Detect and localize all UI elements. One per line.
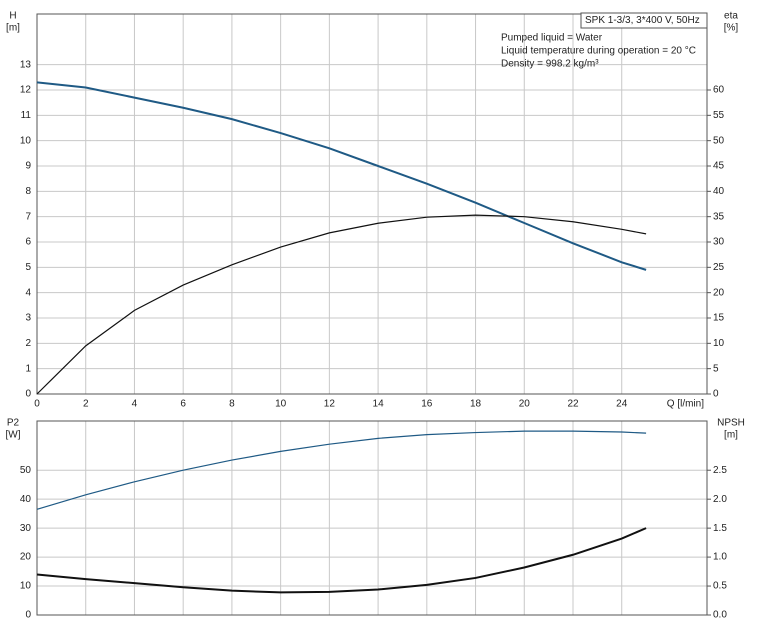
annotation: Liquid temperature during operation = 20…	[501, 46, 696, 57]
y2-axis-unit: [%]	[724, 23, 739, 34]
y-tick-label: 6	[25, 237, 31, 248]
x-tick-label: 0	[34, 399, 40, 410]
curve-h	[36, 81, 647, 271]
annotation: Density = 998.2 kg/m³	[501, 59, 599, 70]
y-axis-label: H	[9, 11, 16, 22]
y-tick-label: 3	[25, 313, 31, 324]
y2-tick-label: 0.0	[713, 610, 727, 621]
y-tick-label: 50	[20, 465, 32, 476]
curve-p2	[36, 430, 647, 510]
y2-tick-label: 50	[713, 135, 725, 146]
y2-tick-label: 40	[713, 186, 725, 197]
y2-tick-label: 1.5	[713, 523, 727, 534]
y-axis-label: P2	[7, 418, 20, 429]
y2-axis-unit: [m]	[724, 430, 738, 441]
y-axis-unit: [W]	[6, 430, 21, 441]
plot-frame	[36, 420, 708, 616]
x-tick-label: 6	[180, 399, 186, 410]
y2-axis-label: eta	[724, 11, 738, 22]
y-tick-label: 10	[20, 581, 32, 592]
y2-tick-label: 35	[713, 211, 725, 222]
y2-tick-label: 20	[713, 287, 725, 298]
x-tick-label: 2	[83, 399, 89, 410]
y-tick-label: 4	[25, 287, 31, 298]
y-tick-label: 0	[25, 610, 31, 621]
x-tick-label: 14	[373, 399, 385, 410]
title-box	[580, 12, 708, 29]
x-tick-label: 8	[229, 399, 235, 410]
y2-tick-label: 0.5	[713, 581, 727, 592]
y2-tick-label: 45	[713, 161, 725, 172]
y2-tick-label: 25	[713, 262, 725, 273]
y2-axis-label: NPSH	[717, 418, 745, 429]
pump-title: SPK 1-3/3, 3*400 V, 50Hz	[585, 15, 700, 26]
curve-npsh	[36, 527, 647, 594]
y2-tick-label: 1.0	[713, 552, 727, 563]
y-tick-label: 40	[20, 494, 32, 505]
y-tick-label: 2	[25, 338, 31, 349]
y-tick-label: 20	[20, 552, 32, 563]
x-tick-label: 24	[616, 399, 628, 410]
y-tick-label: 13	[20, 59, 32, 70]
y2-tick-label: 2.0	[713, 494, 727, 505]
y2-tick-label: 55	[713, 110, 725, 121]
y2-tick-label: 2.5	[713, 465, 727, 476]
annotation: Pumped liquid = Water	[501, 33, 603, 44]
y-tick-label: 1	[25, 363, 31, 374]
y2-tick-label: 5	[713, 363, 719, 374]
x-tick-label: 16	[421, 399, 433, 410]
y-tick-label: 0	[25, 389, 31, 400]
x-tick-label: 12	[324, 399, 336, 410]
y-tick-label: 8	[25, 186, 31, 197]
y-tick-label: 10	[20, 135, 32, 146]
y2-tick-label: 60	[713, 85, 725, 96]
plot-frame	[36, 13, 708, 395]
x-tick-label: 4	[132, 399, 138, 410]
x-tick-label: 20	[519, 399, 531, 410]
y-tick-label: 12	[20, 85, 32, 96]
y-tick-label: 9	[25, 161, 31, 172]
x-tick-label: 22	[567, 399, 579, 410]
x-tick-label: 10	[275, 399, 287, 410]
y-tick-label: 5	[25, 262, 31, 273]
y-tick-label: 30	[20, 523, 32, 534]
x-axis-label: Q [l/min]	[667, 399, 704, 410]
y2-tick-label: 30	[713, 237, 725, 248]
y-axis-unit: [m]	[6, 23, 20, 34]
y-tick-label: 7	[25, 211, 31, 222]
y2-tick-label: 10	[713, 338, 725, 349]
y2-tick-label: 0	[713, 389, 719, 400]
y2-tick-label: 15	[713, 313, 725, 324]
curve-eta	[36, 214, 647, 395]
x-tick-label: 18	[470, 399, 482, 410]
y-tick-label: 11	[21, 110, 32, 121]
